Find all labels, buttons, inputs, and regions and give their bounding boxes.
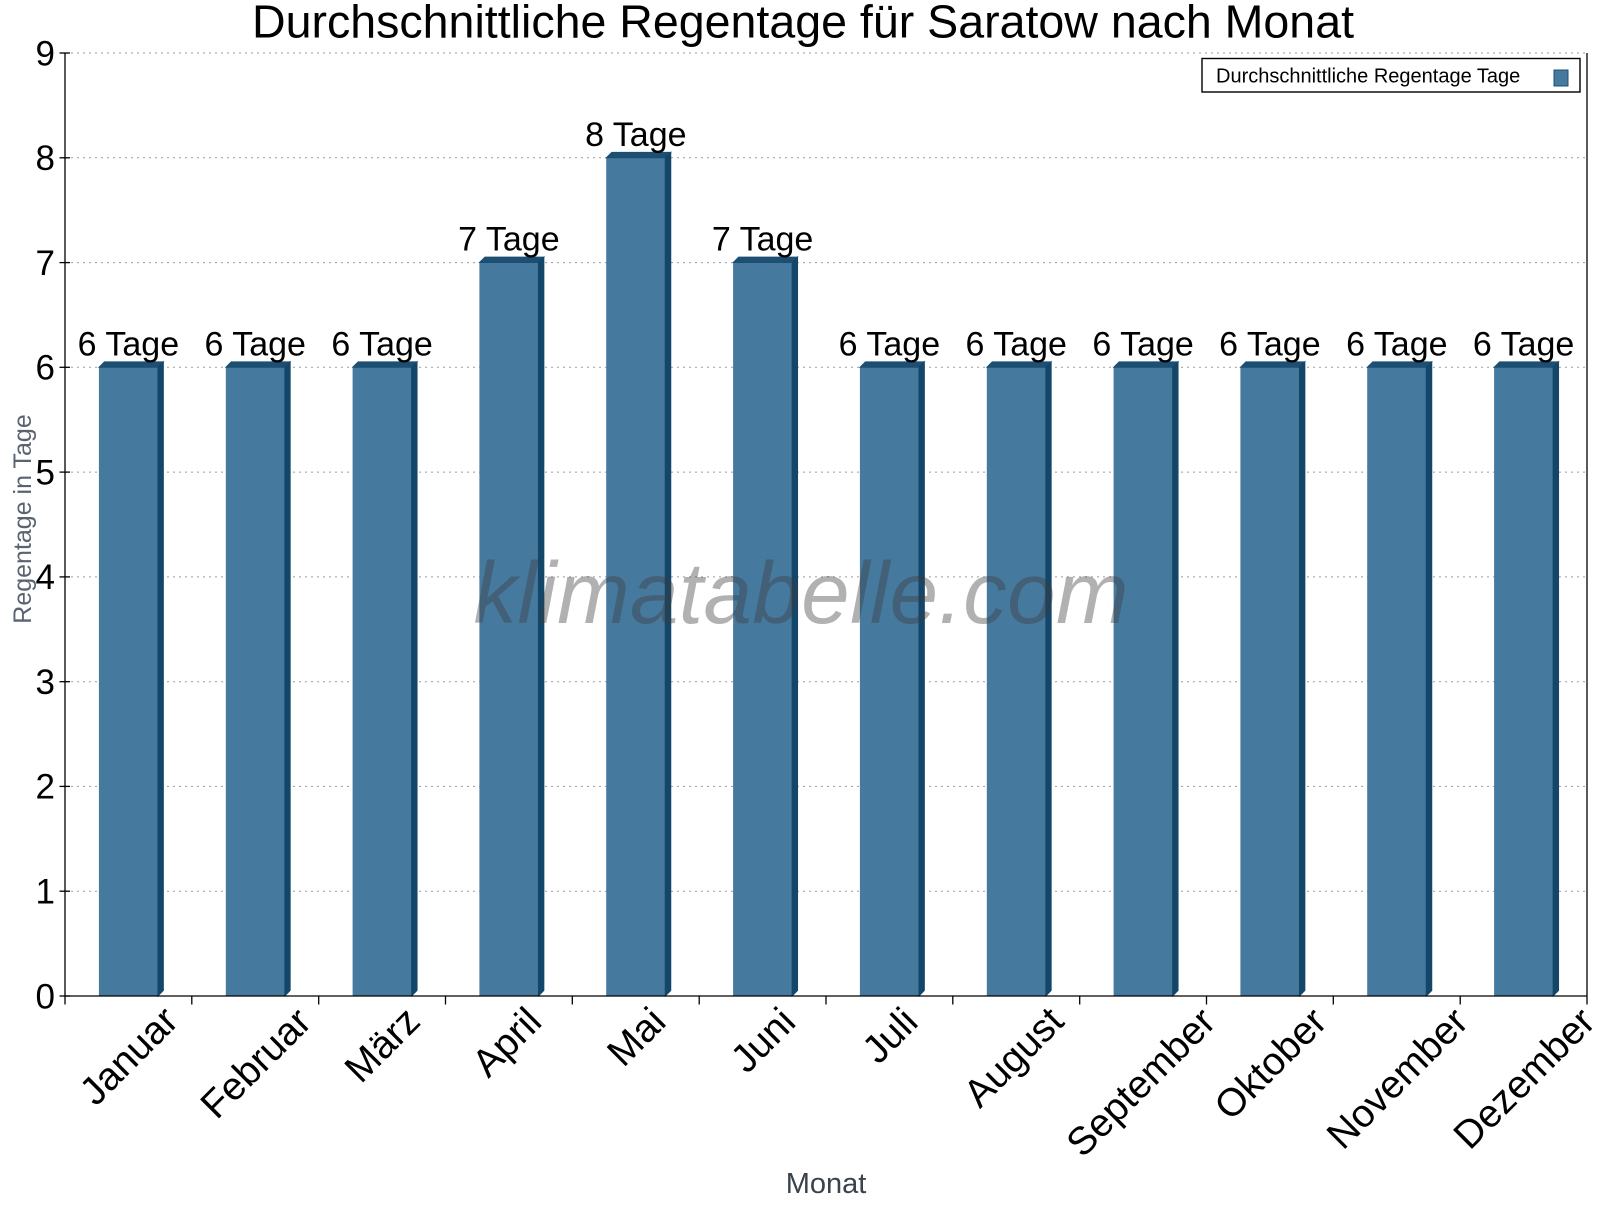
svg-text:6 Tage: 6 Tage (331, 325, 432, 363)
svg-text:6: 6 (36, 349, 55, 388)
svg-text:0: 0 (36, 977, 55, 1016)
svg-text:Regentage in Tage: Regentage in Tage (9, 414, 37, 623)
svg-text:6 Tage: 6 Tage (1219, 325, 1320, 363)
svg-text:6 Tage: 6 Tage (965, 325, 1066, 363)
svg-text:7: 7 (36, 244, 55, 283)
svg-text:6 Tage: 6 Tage (1473, 325, 1574, 363)
svg-text:8 Tage: 8 Tage (585, 116, 686, 154)
svg-text:3: 3 (36, 663, 55, 702)
svg-text:7 Tage: 7 Tage (712, 221, 813, 259)
svg-text:9: 9 (36, 34, 55, 73)
svg-text:2: 2 (36, 768, 55, 807)
svg-text:7 Tage: 7 Tage (458, 221, 559, 259)
svg-text:8: 8 (36, 139, 55, 178)
svg-text:1: 1 (36, 873, 55, 912)
svg-text:4: 4 (36, 558, 55, 597)
svg-text:6 Tage: 6 Tage (1092, 325, 1193, 363)
svg-text:6 Tage: 6 Tage (204, 325, 305, 363)
svg-text:Durchschnittliche Regentage fü: Durchschnittliche Regentage für Saratow … (252, 0, 1354, 48)
svg-text:6 Tage: 6 Tage (839, 325, 940, 363)
svg-text:klimatabelle.com: klimatabelle.com (474, 545, 1129, 642)
svg-text:Monat: Monat (786, 1168, 867, 1200)
svg-text:Durchschnittliche Regentage Ta: Durchschnittliche Regentage Tage (1216, 65, 1520, 87)
svg-text:5: 5 (36, 453, 55, 492)
svg-text:6 Tage: 6 Tage (78, 325, 179, 363)
svg-text:6 Tage: 6 Tage (1346, 325, 1447, 363)
